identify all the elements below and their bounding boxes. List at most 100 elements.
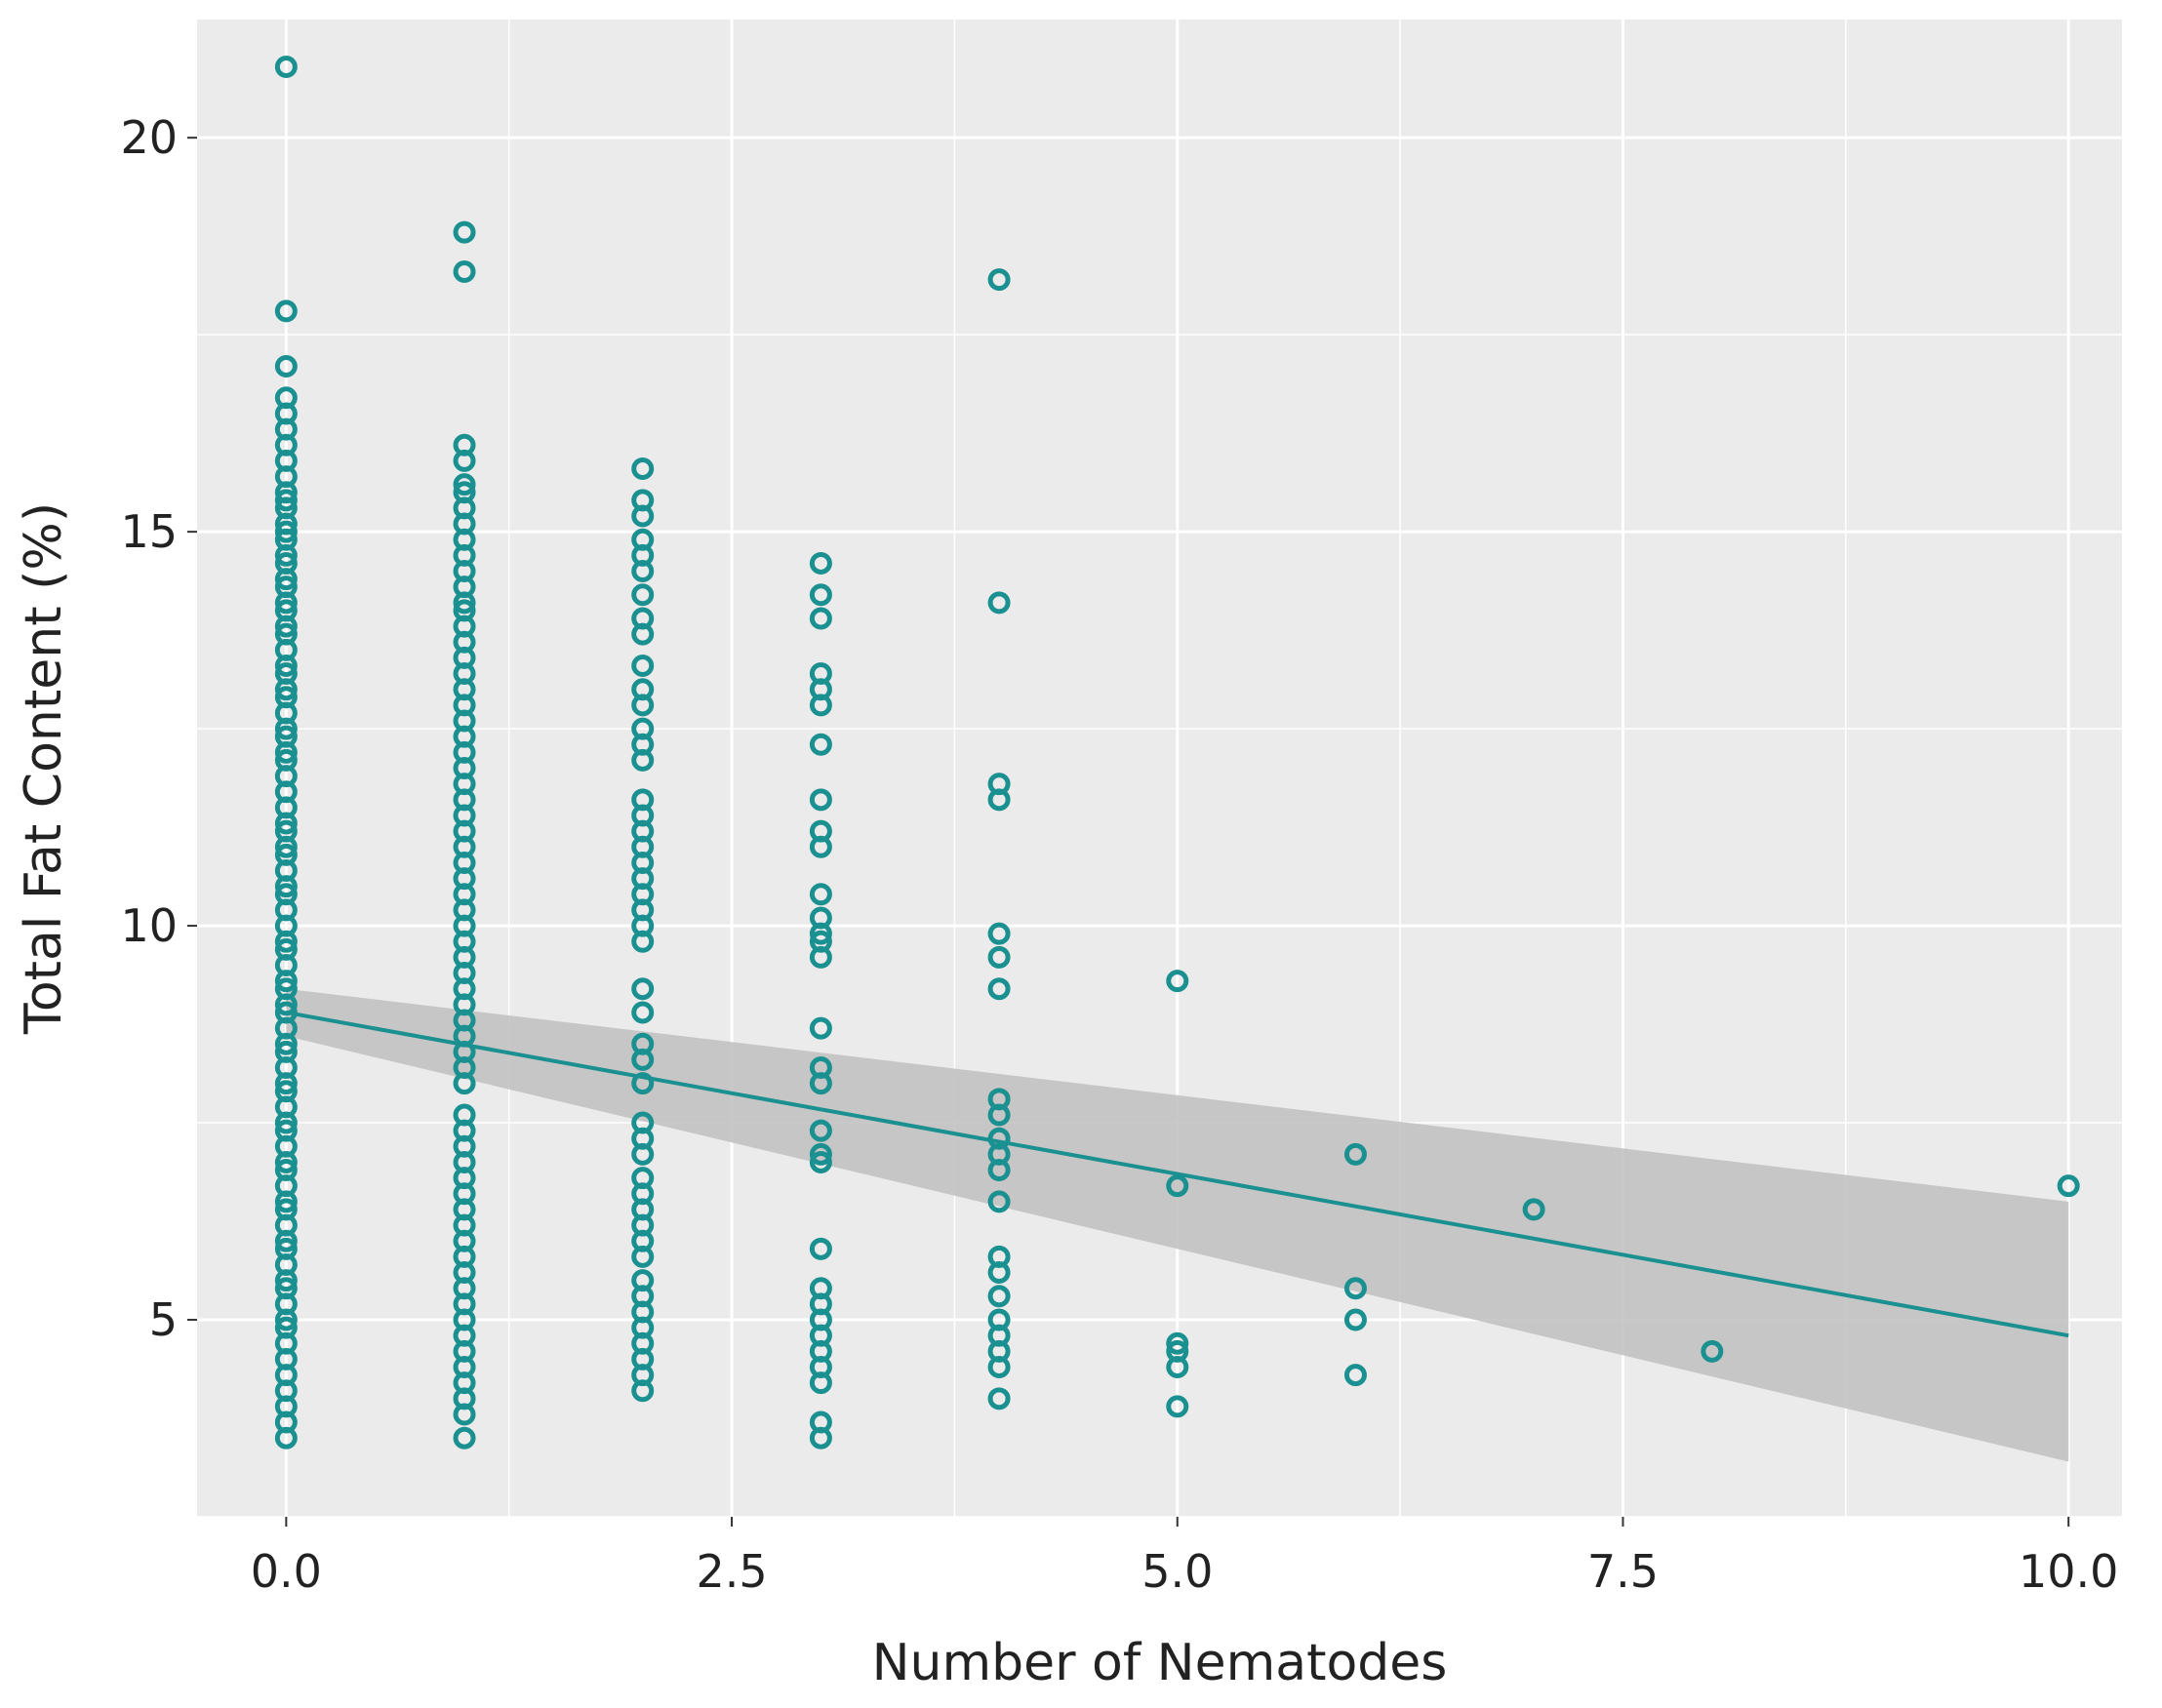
y-tick-label: 5 [149,1293,178,1346]
data-point [453,1403,476,1426]
data-point [809,1142,832,1166]
data-point [809,788,832,812]
confidence-band [286,988,2069,1462]
data-point [1166,1356,1189,1378]
data-point [1343,1308,1367,1331]
data-point [809,922,832,945]
data-point [274,678,298,701]
data-point [274,717,298,740]
x-tick-label: 2.5 [696,1545,767,1598]
data-point [631,1245,655,1268]
grid-lines [197,20,2122,1518]
data-point [631,977,655,1001]
data-point [274,591,298,615]
data-points [274,55,2080,1450]
data-point [1166,970,1189,993]
data-point [453,473,476,497]
data-point [631,457,655,480]
data-point [274,1072,298,1095]
regression-line [285,1010,2069,1338]
data-point [274,543,298,567]
data-point [274,299,298,323]
data-point [1701,1339,1724,1363]
data-point [274,520,298,543]
x-axis-title: Number of Nematodes [872,1634,1448,1692]
data-point [631,694,655,717]
data-point [987,922,1011,945]
data-point [274,1308,298,1331]
data-point [274,970,298,993]
data-point [987,788,1011,812]
data-point [631,1001,655,1024]
data-point [1166,1174,1189,1198]
x-tick-label: 7.5 [1587,1545,1659,1598]
data-point [987,977,1011,1001]
data-point [809,945,832,969]
data-point [987,1103,1011,1127]
data-point [274,930,298,953]
data-point [809,835,832,858]
data-point [274,568,298,591]
data-point [274,812,298,835]
data-point [453,1426,476,1450]
data-point [809,1016,832,1040]
data-point [1343,1364,1367,1387]
data-point [987,591,1011,615]
data-point [987,1285,1011,1308]
data-point [274,1150,298,1173]
data-point [1166,1331,1189,1355]
data-point [274,835,298,858]
data-point [987,268,1011,292]
data-point [274,875,298,898]
data-point [809,694,832,717]
y-tick-label: 15 [120,505,178,558]
data-point [809,1371,832,1395]
data-point [809,583,832,607]
data-point [809,883,832,906]
data-point [274,354,298,377]
data-point [631,622,655,646]
data-point [631,583,655,607]
data-point [274,1032,298,1055]
data-point [631,930,655,953]
data-point [631,504,655,528]
data-point [453,220,476,244]
data-point [809,1072,832,1095]
data-point [987,1356,1011,1378]
axes: 0.0 2.5 5.0 7.5 10.0 5 10 15 20 [120,111,2118,1598]
data-point [274,740,298,764]
data-point [987,945,1011,969]
data-point [631,1072,655,1095]
x-tick-label: 0.0 [251,1545,322,1598]
data-point [274,1426,298,1450]
data-point [453,1072,476,1095]
x-tick-label: 10.0 [2019,1545,2118,1598]
data-point [274,654,298,677]
data-point [987,1159,1011,1182]
data-point [453,449,476,472]
data-point [809,1237,832,1260]
data-point [987,1261,1011,1285]
data-point [809,1426,832,1450]
data-point [987,1387,1011,1410]
data-point [809,1119,832,1142]
data-point [631,1048,655,1071]
data-point [274,1229,298,1252]
data-point [631,654,655,677]
data-point [274,489,298,512]
data-point [1343,1277,1367,1300]
data-point [809,607,832,630]
data-point [1343,1142,1367,1166]
data-point [2057,1174,2080,1198]
x-tick-label: 5.0 [1141,1545,1213,1598]
data-point [453,591,476,615]
data-point [631,1142,655,1166]
y-tick-label: 10 [120,899,178,952]
data-point [274,1190,298,1213]
data-point [631,748,655,772]
data-point [274,1269,298,1292]
data-point [274,1111,298,1134]
y-axis-title: Total Fat Content (%) [15,502,73,1035]
data-point [1522,1198,1545,1221]
